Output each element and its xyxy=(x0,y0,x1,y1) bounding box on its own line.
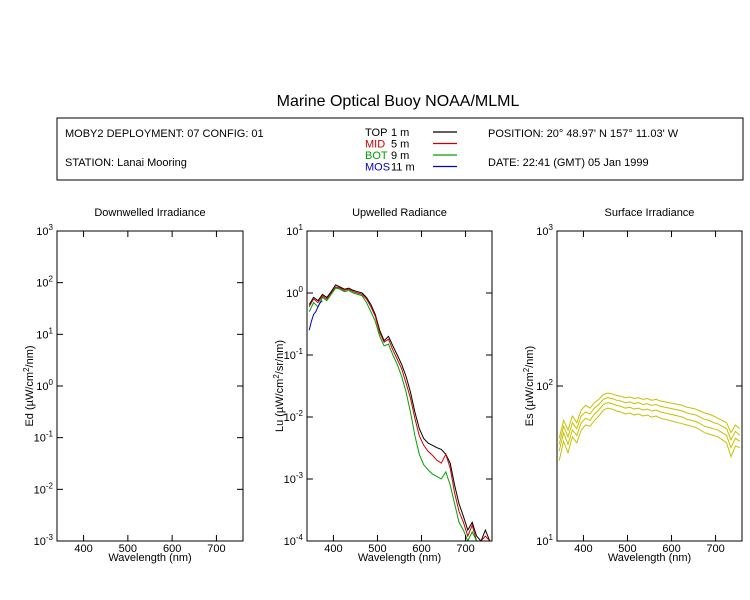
y-axis-label: Lu (µW/cm2/sr/nm) xyxy=(272,340,286,432)
legend-depth: 5 m xyxy=(391,139,409,151)
y-tick-label: 10-1 xyxy=(34,430,54,445)
chart-panel: Upwelled Radiance 400 500 600 700 Wavelength … xyxy=(272,207,493,564)
date-text: DATE: 22:41 (GMT) 05 Jan 1999 xyxy=(488,157,649,169)
deployment-text: MOBY2 DEPLOYMENT: 07 CONFIG: 01 xyxy=(65,128,264,140)
x-tick-label: 500 xyxy=(119,543,137,555)
chart-panels: Downwelled Irradiance 400 500 600 700 Wavelen… xyxy=(22,207,743,564)
x-tick-label: 700 xyxy=(456,543,474,555)
y-tick-label: 10-1 xyxy=(284,347,304,362)
series-line xyxy=(558,407,740,461)
x-tick-label: 600 xyxy=(662,543,680,555)
y-axis-label: Ed (µW/cm2/nm) xyxy=(22,345,36,426)
plot-frame xyxy=(556,230,743,542)
info-box xyxy=(56,117,744,181)
y-tick-label: 10-3 xyxy=(34,533,54,548)
chart-title: Downwelled Irradiance xyxy=(94,207,205,219)
y-tick-label: 100 xyxy=(286,285,303,300)
x-tick-label: 600 xyxy=(412,543,430,555)
y-tick-label: 102 xyxy=(536,378,553,393)
x-tick-label: 600 xyxy=(163,543,181,555)
y-tick-label: 103 xyxy=(36,223,53,238)
series-line xyxy=(308,286,491,541)
y-tick-label: 101 xyxy=(536,533,553,548)
chart-title: Upwelled Radiance xyxy=(352,207,447,219)
x-tick-label: 400 xyxy=(574,543,592,555)
x-tick-label: 400 xyxy=(324,543,342,555)
series-line xyxy=(558,402,741,452)
x-tick-label: 400 xyxy=(74,543,92,555)
x-tick-label: 700 xyxy=(207,543,225,555)
x-tick-label: 500 xyxy=(368,543,386,555)
legend-code: MID xyxy=(365,139,385,151)
legend-depth: 9 m xyxy=(391,150,409,162)
x-tick-label: 700 xyxy=(706,543,724,555)
plot-frame xyxy=(306,230,493,542)
x-axis-label: Wavelength (nm) xyxy=(608,552,691,564)
series-line xyxy=(308,284,491,541)
chart-panel: Surface Irradiance 400 500 600 700 Wavelength… xyxy=(522,207,743,564)
y-tick-label: 10-4 xyxy=(284,533,304,548)
legend-depth: 1 m xyxy=(391,127,409,139)
legend-depth: 11 m xyxy=(391,162,415,174)
y-axis-label: Es (µW/cm2/nm) xyxy=(522,346,536,426)
plot-frame xyxy=(56,230,244,542)
legend-code: TOP xyxy=(365,127,387,139)
y-tick-label: 10-2 xyxy=(284,409,304,424)
y-tick-label: 101 xyxy=(36,326,53,341)
x-tick-label: 500 xyxy=(618,543,636,555)
series-line xyxy=(558,392,741,439)
legend-code: MOS xyxy=(365,162,390,174)
chart-title: Surface Irradiance xyxy=(605,207,695,219)
series-line xyxy=(308,300,323,331)
y-tick-label: 10-2 xyxy=(34,481,54,496)
y-tick-label: 102 xyxy=(36,275,53,290)
station-text: STATION: Lanai Mooring xyxy=(65,157,187,169)
y-tick-label: 100 xyxy=(36,378,53,393)
chart-panel: Downwelled Irradiance 400 500 600 700 Wavelen… xyxy=(22,207,244,564)
series-line xyxy=(308,287,490,541)
y-tick-label: 101 xyxy=(286,223,303,238)
x-axis-label: Wavelength (nm) xyxy=(108,552,191,564)
legend-code: BOT xyxy=(365,150,388,162)
position-text: POSITION: 20° 48.97' N 157° 11.03' W xyxy=(488,128,679,140)
y-tick-label: 10-3 xyxy=(284,471,304,486)
page-title: Marine Optical Buoy NOAA/MLML xyxy=(277,93,520,110)
series-line xyxy=(558,397,741,445)
x-axis-label: Wavelength (nm) xyxy=(358,552,441,564)
y-tick-label: 103 xyxy=(536,223,553,238)
